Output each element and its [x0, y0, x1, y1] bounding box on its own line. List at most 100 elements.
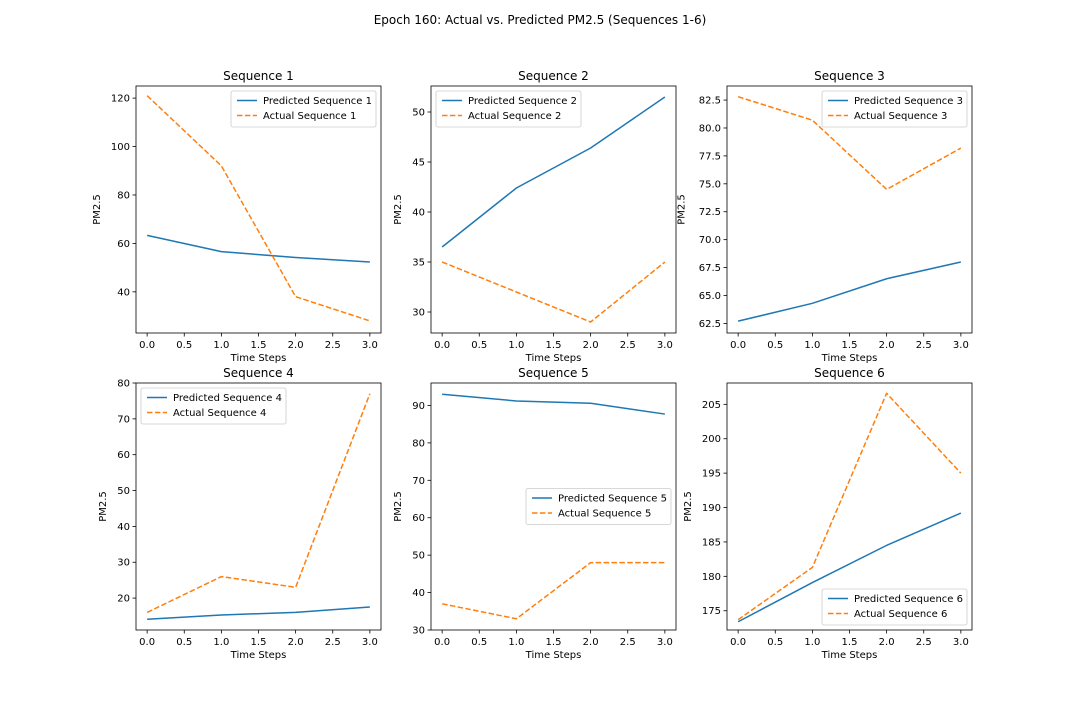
x-tick-label: 2.5 — [916, 637, 932, 648]
x-tick-label: 2.0 — [288, 637, 304, 648]
actual-line-6 — [737, 392, 962, 621]
y-tick-label: 100 — [111, 142, 130, 153]
x-tick-label: 1.0 — [213, 340, 229, 351]
y-tick-label: 35 — [412, 258, 425, 269]
x-tick-label: 0.0 — [730, 340, 746, 351]
legend-box — [140, 387, 287, 425]
x-tick-label: 1.5 — [842, 340, 858, 351]
x-tick-label: 0.0 — [434, 637, 450, 648]
x-tick-label: 2.5 — [325, 637, 341, 648]
y-tick-label: 60 — [117, 239, 130, 250]
x-tick-label: 0.0 — [139, 340, 155, 351]
x-tick-label: 1.0 — [213, 637, 229, 648]
actual-line-5 — [441, 561, 665, 620]
predicted-line-1 — [146, 234, 370, 263]
y-tick-label: 90 — [412, 401, 425, 412]
x-tick-label: 0.5 — [471, 340, 487, 351]
y-axis-label-6: PM2.5 — [683, 491, 694, 522]
x-tick-label: 0.0 — [139, 637, 155, 648]
y-tick-label: 40 — [412, 588, 425, 599]
y-tick-label: 70 — [412, 476, 425, 487]
y-tick-label: 40 — [117, 522, 130, 533]
predicted-line-3 — [737, 261, 962, 322]
y-tick-label: 40 — [117, 287, 130, 298]
y-axis-label-5: PM2.5 — [393, 491, 404, 522]
y-tick-label: 82.5 — [699, 96, 721, 107]
y-tick-label: 70 — [117, 414, 130, 425]
legend-label: Predicted Sequence 4 — [173, 393, 282, 404]
y-tick-label: 50 — [412, 108, 425, 119]
x-tick-label: 2.0 — [879, 340, 895, 351]
x-tick-label: 1.0 — [804, 340, 820, 351]
x-tick-label: 2.0 — [879, 637, 895, 648]
x-tick-label: 2.5 — [620, 340, 636, 351]
actual-line-1 — [146, 95, 371, 322]
legend-1: Predicted Sequence 1 Actual Sequence 1 — [230, 90, 377, 128]
y-tick-label: 205 — [702, 400, 721, 411]
legend-4: Predicted Sequence 4 Actual Sequence 4 — [140, 387, 287, 425]
x-tick-label: 1.5 — [251, 637, 267, 648]
x-tick-label: 0.5 — [767, 340, 783, 351]
y-tick-label: 195 — [702, 469, 721, 480]
subplot-grid: 0.0 0.5 1.0 1.5 2.0 2.5 3.0 40 60 80 100 120 Sequenc… — [92, 69, 973, 661]
legend-label: Actual Sequence 6 — [854, 609, 947, 620]
x-axis-label-2: Time Steps — [525, 353, 582, 364]
legend-box — [821, 90, 968, 128]
actual-line-4 — [146, 393, 371, 614]
legend-6: Predicted Sequence 6 Actual Sequence 6 — [821, 588, 968, 626]
y-tick-label: 30 — [412, 626, 425, 637]
legend-label: Actual Sequence 4 — [173, 408, 266, 419]
x-axis-label-4: Time Steps — [230, 650, 287, 661]
legend-label: Predicted Sequence 2 — [468, 96, 577, 107]
legend-label: Actual Sequence 2 — [468, 111, 561, 122]
y-tick-label: 180 — [702, 572, 721, 583]
figure-title: Epoch 160: Actual vs. Predicted PM2.5 (S… — [374, 13, 707, 27]
x-axis-label-5: Time Steps — [525, 650, 582, 661]
legend-5: Predicted Sequence 5 Actual Sequence 5 — [525, 488, 672, 525]
x-tick-label: 1.0 — [508, 637, 524, 648]
legend-label: Predicted Sequence 5 — [558, 494, 667, 505]
subplot-title-6: Sequence 6 — [814, 366, 885, 380]
x-tick-label: 3.0 — [953, 637, 969, 648]
subplot-1: 0.0 0.5 1.0 1.5 2.0 2.5 3.0 40 60 80 100 120 Sequenc… — [92, 69, 382, 364]
y-tick-label: 200 — [702, 434, 721, 445]
y-tick-label: 70.0 — [699, 235, 721, 246]
y-tick-label: 50 — [412, 551, 425, 562]
y-tick-label: 30 — [117, 558, 130, 569]
y-axis-label-2: PM2.5 — [393, 194, 404, 225]
subplot-5: 0.0 0.5 1.0 1.5 2.0 2.5 3.0 30 40 50 60 70 80 90 Seque… — [393, 366, 677, 661]
x-axis-label-6: Time Steps — [821, 650, 878, 661]
x-tick-label: 0.0 — [730, 637, 746, 648]
subplot-title-1: Sequence 1 — [223, 69, 294, 83]
x-tick-label: 0.0 — [434, 340, 450, 351]
subplot-title-3: Sequence 3 — [814, 69, 885, 83]
legend-box — [435, 90, 582, 128]
legend-box — [525, 488, 672, 525]
y-axis-label-4: PM2.5 — [98, 491, 109, 522]
y-tick-label: 62.5 — [699, 319, 721, 330]
y-tick-label: 67.5 — [699, 263, 721, 274]
x-axis-label-3: Time Steps — [821, 353, 878, 364]
legend-label: Predicted Sequence 3 — [854, 96, 963, 107]
x-tick-label: 1.0 — [804, 637, 820, 648]
y-tick-label: 40 — [412, 208, 425, 219]
y-tick-label: 120 — [111, 94, 130, 105]
x-tick-label: 1.5 — [842, 637, 858, 648]
x-tick-label: 1.5 — [546, 340, 562, 351]
y-tick-label: 77.5 — [699, 151, 721, 162]
subplot-title-5: Sequence 5 — [518, 366, 589, 380]
y-tick-label: 20 — [117, 594, 130, 605]
x-tick-label: 0.5 — [176, 340, 192, 351]
legend-label: Actual Sequence 1 — [263, 111, 356, 122]
legend-box — [230, 90, 377, 128]
x-tick-label: 2.0 — [583, 340, 599, 351]
y-tick-label: 30 — [412, 308, 425, 319]
predicted-line-5 — [442, 393, 665, 415]
x-axis-label-1: Time Steps — [230, 353, 287, 364]
x-tick-label: 2.5 — [325, 340, 341, 351]
x-tick-label: 0.5 — [176, 637, 192, 648]
legend-2: Predicted Sequence 2 Actual Sequence 2 — [435, 90, 582, 128]
predicted-line-4 — [147, 606, 370, 620]
subplot-6: 0.0 0.5 1.0 1.5 2.0 2.5 3.0 175 180 185 190 195 200 2… — [683, 366, 973, 661]
